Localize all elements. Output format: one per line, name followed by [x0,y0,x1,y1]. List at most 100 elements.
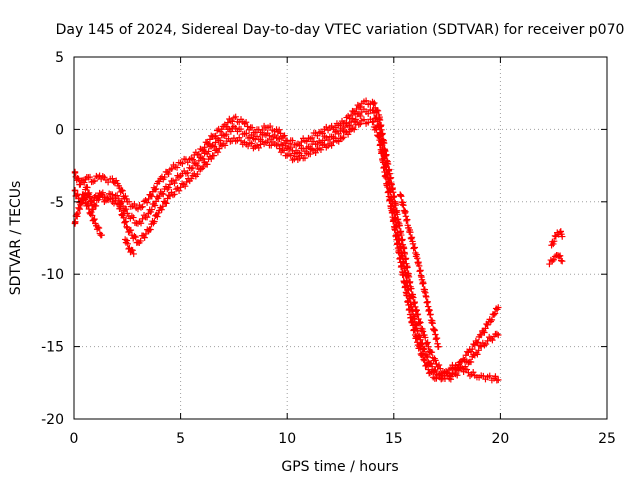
data-point-fill [382,174,390,182]
data-point-fill [194,170,201,178]
data-point [77,181,84,188]
data-point-fill [137,220,145,227]
data-point-fill [422,334,429,341]
data-point-fill [237,137,245,145]
data-point [495,376,502,384]
data-point-fill [151,202,159,209]
data-point-fill [143,213,151,221]
data-point-fill [474,351,481,358]
data-point-fill [489,336,496,344]
data-point-fill [433,334,441,342]
data-point-fill [373,126,380,133]
data-point-fill [427,311,434,318]
data-point-fill [113,177,120,184]
data-point-fill [351,126,358,133]
data-point-fill [172,176,180,184]
x-tick-label: 5 [176,431,185,447]
data-point-fill [81,179,88,186]
data-point-fill [340,134,347,141]
data-point-fill [281,132,288,139]
data-point-fill [427,360,435,367]
data-point-fill [248,140,255,147]
data-point-fill [104,178,112,186]
data-point-fill [78,200,86,207]
data-point [495,304,502,311]
data-point-fill [292,153,300,160]
data-point-fill [475,347,482,354]
data-point-fill [424,339,431,346]
data-point-fill [71,168,79,176]
data-point-fill [280,147,288,154]
data-point-fill [232,124,239,132]
data-point [89,178,97,185]
data-point-fill [140,198,148,205]
data-point [484,321,491,329]
x-tick-label: 15 [385,431,403,447]
data-point-fill [491,310,499,317]
data-point-fill [276,126,283,133]
y-tick-label: -10 [41,267,64,283]
data-point-fill [248,124,256,131]
plot-frame [73,56,608,420]
data-point-fill [266,122,274,130]
data-point [273,142,280,149]
y-tick-label: -20 [41,412,64,428]
data-point-fill [314,132,321,139]
data-point-fill [84,202,92,209]
data-point-fill [148,206,156,213]
data-point-fill [139,203,146,210]
x-tick-label: 10 [278,431,296,447]
data-point-fill [437,365,444,372]
data-point-fill [151,218,158,225]
data-point-fill [410,245,417,252]
data-point-fill [95,196,102,203]
data-point-fill [371,99,378,107]
data-point-fill [421,345,428,352]
data-point-fill [214,148,222,156]
series-track-2 [71,105,502,383]
data-point-fill [287,143,294,151]
data-point [439,372,447,379]
data-point-fill [360,116,368,123]
data-point-fill [184,169,191,177]
series-track-5 [121,236,137,258]
data-point-fill [183,178,190,186]
data-point-fill [413,251,420,258]
data-point-fill [428,348,436,356]
data-point-fill [266,132,273,139]
data-point-fill [317,146,325,153]
data-point-fill [421,357,428,364]
data-point-fill [424,361,431,368]
data-point-fill [130,214,137,221]
data-point-fill [75,204,83,212]
data-point-fill [357,103,364,111]
data-point-fill [105,190,113,197]
data-point-fill [243,130,250,137]
data-point-fill [91,215,98,223]
data-point-fill [197,145,204,153]
data-point-fill [400,202,407,209]
data-point [369,118,376,126]
data-point-fill [492,373,499,380]
data-point-fill [303,138,310,145]
data-point-fill [394,211,401,218]
data-point-fill [221,142,229,149]
data-point-fill [328,142,335,149]
data-point [559,257,566,265]
data-point-fill [175,173,183,181]
data-point-fill [118,186,125,194]
series-track-3 [71,116,502,384]
data-point-fill [237,125,245,133]
data-point [546,260,553,268]
y-tick-label: -5 [50,195,64,211]
data-point-fill [404,264,411,271]
data-point-fill [127,226,135,234]
data-point-fill [227,128,235,135]
data-point-fill [92,202,100,210]
data-point-fill [210,152,218,159]
chart-title: Day 145 of 2024, Sidereal Day-to-day VTE… [56,22,625,38]
data-point-fill [406,305,413,313]
data-point-fill [205,148,212,155]
data-point-fill [551,232,559,240]
